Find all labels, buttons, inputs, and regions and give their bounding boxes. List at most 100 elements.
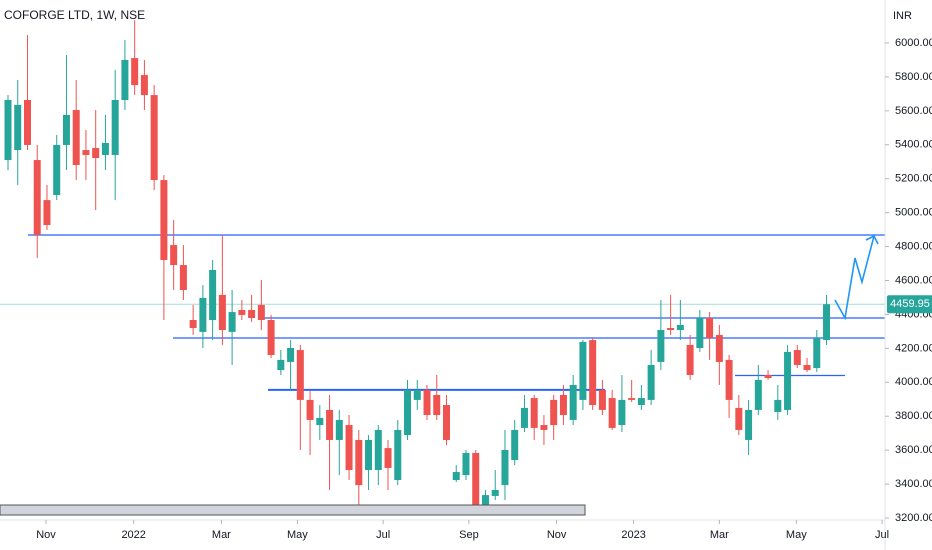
- x-tick-label: Jul: [376, 529, 390, 541]
- candle-body: [404, 389, 412, 436]
- candle-body: [540, 425, 548, 430]
- candle-body: [4, 100, 12, 161]
- candle-body: [550, 399, 558, 426]
- y-tick-label: 4800.00: [895, 240, 932, 252]
- candle-body: [657, 330, 665, 362]
- candle-body: [598, 389, 606, 410]
- candle-body: [481, 495, 489, 506]
- candle-body: [355, 439, 363, 486]
- candle-body: [345, 425, 353, 470]
- y-tick-label: 3200.00: [895, 512, 932, 524]
- y-tick-label: 5800.00: [895, 71, 932, 83]
- candle-body: [472, 453, 480, 506]
- candle-body: [745, 409, 753, 440]
- candle-body: [121, 59, 129, 100]
- candle-body: [423, 389, 431, 416]
- candle-body: [520, 407, 528, 428]
- candle-body: [101, 142, 109, 155]
- y-tick-label: 6000.00: [895, 37, 932, 49]
- candle-body: [228, 312, 236, 332]
- candle-body: [706, 317, 714, 339]
- candle-body: [715, 334, 723, 362]
- candle-body: [725, 359, 733, 400]
- y-axis-label: INR: [893, 10, 912, 22]
- last-price-tag: [887, 295, 932, 314]
- candle-body: [131, 58, 139, 86]
- candle-body: [335, 419, 343, 440]
- candle-body: [589, 340, 597, 406]
- x-tick-label: Nov: [547, 529, 567, 541]
- candle-body: [150, 95, 158, 181]
- x-tick-label: Jul: [875, 529, 889, 541]
- candle-body: [754, 379, 762, 410]
- candle-body: [501, 449, 509, 486]
- candle-body: [579, 341, 587, 400]
- candle-body: [374, 429, 382, 470]
- plot-area: [0, 20, 885, 515]
- candle-body: [248, 310, 256, 318]
- candle-body: [462, 453, 470, 476]
- candle-body: [277, 359, 285, 371]
- candle-body: [14, 104, 22, 151]
- candle-body: [92, 148, 100, 159]
- candle-body: [316, 417, 324, 426]
- candle-body: [257, 304, 265, 321]
- candle-body: [676, 324, 684, 331]
- y-tick-label: 3800.00: [895, 410, 932, 422]
- candle-body: [774, 399, 782, 412]
- candle-body: [442, 405, 450, 440]
- candle-body: [491, 490, 499, 496]
- candle-body: [43, 200, 51, 226]
- candle-body: [287, 348, 295, 362]
- candle-body: [111, 100, 119, 155]
- y-tick-label: 4000.00: [895, 376, 932, 388]
- candle-body: [637, 398, 645, 406]
- candle-body: [218, 294, 226, 331]
- candle-body: [267, 320, 275, 355]
- candle-body: [784, 351, 792, 410]
- candle-body: [569, 385, 577, 420]
- x-tick-label: May: [786, 529, 807, 541]
- y-tick-label: 3400.00: [895, 478, 932, 490]
- candle-body: [384, 448, 392, 468]
- candle-body: [394, 429, 402, 480]
- candle-body: [140, 75, 148, 96]
- candle-body: [306, 399, 314, 420]
- y-tick-label: 4600.00: [895, 274, 932, 286]
- candle-body: [160, 180, 168, 260]
- arrow-head: [865, 234, 879, 245]
- candle-body: [23, 100, 31, 145]
- projection-arrow: [834, 235, 875, 321]
- candle-body: [686, 344, 694, 375]
- candle-body: [82, 150, 90, 155]
- candle-body: [608, 398, 616, 428]
- candle-body: [199, 297, 207, 332]
- candle-body: [365, 439, 373, 470]
- last-price-label: 4459.95: [890, 298, 930, 310]
- candle-body: [764, 374, 772, 379]
- candle-body: [696, 317, 704, 349]
- candle-body: [72, 110, 80, 165]
- candle-body: [628, 398, 636, 400]
- range-box: [0, 504, 586, 516]
- candle-body: [452, 472, 460, 480]
- x-tick-label: 2023: [621, 529, 645, 541]
- candle-body: [618, 399, 626, 426]
- candle-body: [511, 429, 519, 460]
- x-tick-label: May: [287, 529, 308, 541]
- candle-body: [823, 304, 831, 341]
- candle-body: [62, 114, 70, 145]
- candle-body: [53, 144, 61, 195]
- y-tick-label: 5200.00: [895, 173, 932, 185]
- y-tick-label: 4200.00: [895, 342, 932, 354]
- candle-body: [735, 407, 743, 430]
- candle-body: [238, 310, 246, 315]
- x-tick-label: Nov: [36, 529, 56, 541]
- y-tick-label: 3600.00: [895, 444, 932, 456]
- x-tick-label: 2022: [121, 529, 145, 541]
- y-tick-label: 5400.00: [895, 139, 932, 151]
- candle-body: [179, 265, 187, 290]
- candle-body: [813, 338, 821, 369]
- x-tick-label: Mar: [212, 529, 231, 541]
